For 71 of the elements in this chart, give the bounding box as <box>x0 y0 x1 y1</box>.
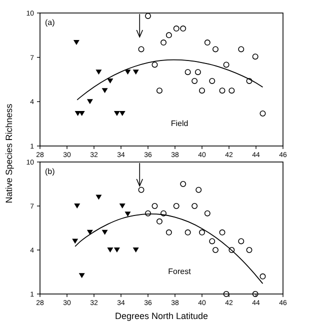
point <box>238 238 244 244</box>
point <box>160 40 167 46</box>
point <box>238 46 244 52</box>
annotation: Forest <box>168 267 192 276</box>
point <box>145 210 151 216</box>
point <box>260 273 266 280</box>
point <box>173 26 180 32</box>
point <box>86 230 93 235</box>
point <box>156 88 162 94</box>
point <box>246 78 252 84</box>
point <box>156 218 162 224</box>
point <box>73 40 80 46</box>
point <box>246 247 252 253</box>
point <box>74 204 80 208</box>
point <box>145 12 151 19</box>
x-axis-title: Degrees North Latitude <box>114 311 208 321</box>
point <box>107 248 114 252</box>
point <box>228 88 235 94</box>
point <box>114 110 120 116</box>
point <box>72 238 78 244</box>
point <box>252 291 258 297</box>
point <box>119 110 126 116</box>
point <box>166 229 172 236</box>
point <box>212 247 218 253</box>
point <box>132 70 139 75</box>
y-axis-title: Native Species Richness <box>4 103 14 204</box>
annotation: Field <box>170 119 188 128</box>
point <box>138 46 144 52</box>
point <box>192 203 198 209</box>
point <box>199 88 205 94</box>
point <box>184 229 191 236</box>
point <box>219 229 226 236</box>
point <box>180 26 186 32</box>
point <box>204 210 210 216</box>
point <box>212 46 218 52</box>
line-series <box>76 59 264 100</box>
point <box>86 99 93 104</box>
point <box>114 248 120 252</box>
point <box>107 78 114 84</box>
point <box>96 194 102 200</box>
point <box>260 110 266 116</box>
point <box>160 210 167 216</box>
point <box>102 88 108 94</box>
point <box>252 54 258 60</box>
point <box>184 69 191 76</box>
point <box>166 32 172 38</box>
point <box>196 186 202 193</box>
point <box>180 181 186 187</box>
point <box>228 247 235 253</box>
point <box>138 186 144 193</box>
point <box>124 70 131 75</box>
point <box>199 229 205 236</box>
point <box>192 78 198 84</box>
point <box>96 70 102 75</box>
point <box>209 238 216 244</box>
point <box>152 62 158 68</box>
point <box>223 291 230 297</box>
annotation: (a) <box>45 18 56 27</box>
point <box>102 230 108 235</box>
point <box>119 204 126 208</box>
point <box>152 203 158 209</box>
point <box>209 78 216 84</box>
point <box>78 273 85 278</box>
annotation: (b) <box>45 167 56 176</box>
point <box>219 88 226 94</box>
point <box>124 212 131 217</box>
point <box>132 248 139 252</box>
point <box>194 69 201 76</box>
point <box>223 62 230 68</box>
point <box>173 203 180 209</box>
point <box>204 40 210 46</box>
